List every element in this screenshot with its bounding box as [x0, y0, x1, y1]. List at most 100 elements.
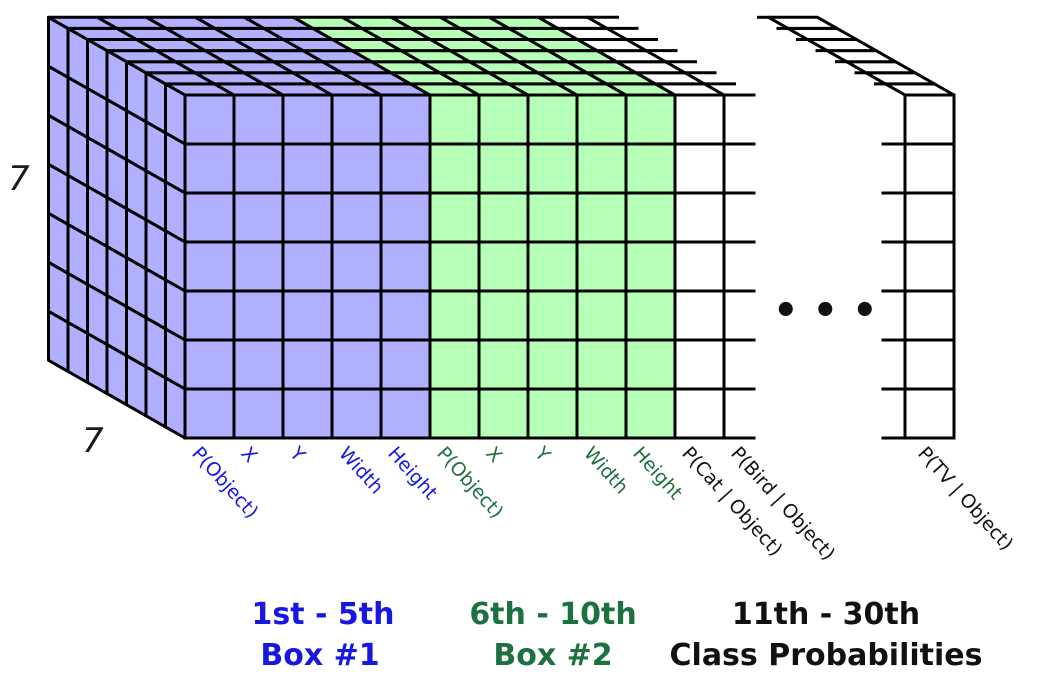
tv-top-cell [825, 49, 897, 64]
channel-label: Width [579, 443, 632, 499]
channel-label: Y [285, 442, 310, 466]
side-cell [86, 332, 109, 396]
front-cell [232, 289, 285, 342]
front-cell [330, 387, 383, 440]
front-cell [183, 240, 236, 293]
front-cell [526, 142, 579, 195]
front-cell [624, 387, 677, 440]
front-cell [379, 93, 432, 146]
front-cell [281, 289, 334, 342]
front-cell [575, 387, 628, 440]
front-cell [379, 142, 432, 195]
front-cell [624, 93, 677, 146]
side-cell [164, 376, 187, 440]
legend-box1-name: Box #1 [260, 638, 379, 673]
tv-front-cell [903, 93, 956, 146]
front-cell [624, 289, 677, 342]
front-cell [379, 387, 432, 440]
front-cell [428, 387, 481, 440]
front-cell [624, 142, 677, 195]
front-cell [183, 338, 236, 391]
front-cell [232, 240, 285, 293]
front-cell [183, 289, 236, 342]
front-cell [379, 240, 432, 293]
tensor-cube [47, 15, 956, 440]
channel-label: P(TV | Object) [913, 443, 1017, 555]
tv-top-cell [845, 60, 917, 75]
tv-top-cell [884, 82, 956, 97]
front-cell [477, 142, 530, 195]
front-cell [232, 93, 285, 146]
front-cell [428, 240, 481, 293]
front-cell [428, 338, 481, 391]
front-cell [624, 191, 677, 244]
tv-front-cell [903, 387, 956, 440]
channel-label: Height [628, 443, 686, 504]
front-cell [232, 191, 285, 244]
front-cell [232, 142, 285, 195]
front-cell [575, 240, 628, 293]
front-cell [526, 93, 579, 146]
legend-class-name: Class Probabilities [670, 638, 983, 673]
front-cell [673, 387, 726, 440]
front-cell [673, 338, 726, 391]
front-cell [428, 142, 481, 195]
legend-class-range: 11th - 30th [732, 597, 920, 632]
front-cell [330, 142, 383, 195]
front-cell [477, 289, 530, 342]
front-cell [379, 338, 432, 391]
front-cell [281, 338, 334, 391]
front-cell [673, 93, 726, 146]
tv-top-cell [806, 38, 878, 53]
front-cell [183, 93, 236, 146]
row-count-label: 7 [8, 159, 30, 199]
tv-front-cell [903, 338, 956, 391]
side-cell [105, 343, 128, 407]
front-cell [232, 387, 285, 440]
side-cell [144, 365, 167, 429]
front-cell [575, 93, 628, 146]
legend-box1: 1st - 5th Box #1 [252, 597, 395, 673]
tv-top-cell [767, 15, 839, 30]
legend-class: 11th - 30th Class Probabilities [670, 597, 983, 673]
front-cell [673, 240, 726, 293]
tv-top-cell [786, 26, 858, 41]
front-cell [575, 142, 628, 195]
front-cell [575, 338, 628, 391]
front-cell [428, 289, 481, 342]
front-cell [232, 338, 285, 391]
tv-front-cell [903, 289, 956, 342]
channel-label: X [481, 443, 506, 467]
front-cell [624, 240, 677, 293]
tv-top-cell [864, 71, 936, 86]
front-cell [477, 387, 530, 440]
side-cell [47, 309, 70, 373]
front-cell [330, 191, 383, 244]
front-cell [281, 142, 334, 195]
tv-front-cell [903, 191, 956, 244]
front-cell [526, 191, 579, 244]
channel-label: Height [383, 443, 441, 504]
ellipsis-indicator: • • • [773, 288, 878, 334]
front-cell [330, 338, 383, 391]
front-cell [379, 191, 432, 244]
front-cell [575, 289, 628, 342]
side-cell [66, 320, 89, 384]
legend-box2: 6th - 10th Box #2 [469, 597, 636, 673]
front-cell [477, 338, 530, 391]
front-cell [281, 93, 334, 146]
front-cell [183, 142, 236, 195]
front-cell [428, 191, 481, 244]
front-cell [281, 240, 334, 293]
front-cell [673, 289, 726, 342]
front-cell [330, 93, 383, 146]
front-cell [379, 289, 432, 342]
legend-box1-range: 1st - 5th [252, 597, 395, 632]
front-cell [281, 387, 334, 440]
channel-label: Y [530, 442, 555, 466]
front-cell [281, 191, 334, 244]
front-cell [526, 387, 579, 440]
front-cell [183, 191, 236, 244]
